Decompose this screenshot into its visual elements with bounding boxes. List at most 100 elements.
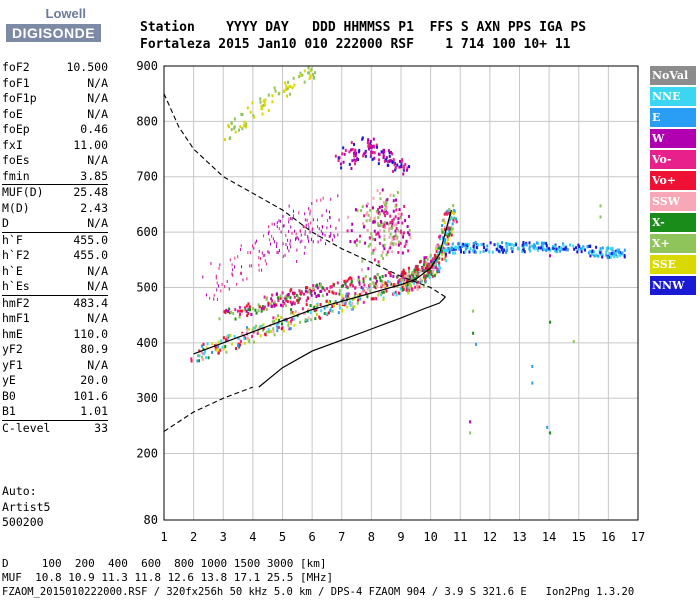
echo-point bbox=[398, 240, 401, 244]
echo-point bbox=[422, 269, 425, 273]
echo-point bbox=[407, 266, 410, 270]
echo-point bbox=[237, 344, 240, 348]
echo-point bbox=[238, 315, 241, 319]
echo-point bbox=[326, 287, 329, 291]
echo-point bbox=[265, 307, 268, 311]
echo-point bbox=[501, 245, 504, 249]
echo-point bbox=[380, 291, 383, 295]
echo-point bbox=[374, 282, 377, 286]
echo-point bbox=[248, 327, 251, 331]
echo-point bbox=[293, 323, 296, 327]
echo-point bbox=[253, 246, 255, 250]
echo-spot bbox=[472, 309, 475, 313]
echo-point bbox=[354, 291, 357, 295]
echo-point bbox=[280, 327, 283, 331]
echo-point bbox=[329, 234, 331, 238]
echo-point bbox=[399, 287, 402, 291]
echo-point bbox=[312, 287, 315, 291]
echo-point bbox=[285, 243, 287, 247]
echo-point bbox=[381, 279, 384, 283]
echo-point bbox=[433, 274, 436, 278]
echo-point bbox=[385, 158, 388, 162]
echo-point bbox=[553, 244, 556, 248]
echo-point bbox=[294, 310, 297, 314]
echo-point bbox=[310, 289, 313, 293]
echo-point bbox=[317, 294, 320, 298]
echo-point bbox=[287, 293, 290, 297]
echo-point bbox=[377, 290, 380, 294]
echo-point bbox=[302, 224, 304, 228]
echo-point bbox=[468, 250, 471, 254]
echo-point bbox=[533, 243, 536, 247]
echo-point bbox=[450, 226, 453, 230]
echo-point bbox=[220, 289, 222, 293]
legend-item: Vo+ bbox=[650, 171, 696, 190]
echo-point bbox=[336, 281, 339, 285]
echo-point bbox=[390, 241, 393, 245]
echo-point bbox=[241, 272, 243, 276]
param-row: M(D) 2.43 bbox=[2, 201, 108, 217]
echo-point bbox=[288, 85, 291, 89]
echo-point bbox=[459, 246, 462, 250]
echo-point bbox=[594, 254, 597, 258]
echo-point bbox=[395, 208, 398, 212]
echo-point bbox=[441, 257, 444, 261]
echo-point bbox=[322, 232, 324, 236]
echo-point bbox=[306, 286, 309, 290]
echo-point bbox=[589, 254, 592, 258]
echo-point bbox=[307, 316, 310, 320]
echo-point bbox=[286, 319, 289, 323]
echo-point bbox=[321, 232, 323, 236]
echo-point bbox=[451, 242, 454, 246]
echo-point bbox=[388, 154, 391, 158]
echo-point bbox=[406, 166, 409, 170]
profile-bottomside-dashed bbox=[163, 386, 254, 432]
echo-point bbox=[297, 300, 300, 304]
echo-point bbox=[401, 158, 404, 162]
param-name: B1 bbox=[2, 404, 16, 418]
echo-point bbox=[391, 161, 394, 165]
echo-point bbox=[383, 234, 386, 238]
echo-point bbox=[474, 250, 477, 254]
echo-point bbox=[217, 345, 220, 349]
echo-point bbox=[271, 100, 274, 104]
echo-point bbox=[315, 304, 318, 308]
echo-point bbox=[418, 285, 421, 289]
echo-point bbox=[419, 269, 422, 273]
echo-point bbox=[392, 242, 395, 246]
echo-point bbox=[238, 312, 241, 316]
param-value: 455.0 bbox=[73, 232, 108, 247]
echo-point bbox=[269, 302, 272, 306]
echo-point bbox=[211, 350, 214, 354]
echo-point bbox=[350, 277, 353, 281]
echo-point bbox=[539, 246, 542, 250]
x-tick-label: 4 bbox=[249, 530, 256, 544]
echo-point bbox=[445, 241, 448, 245]
echo-point bbox=[242, 278, 244, 282]
echo-point bbox=[441, 246, 444, 250]
echo-point bbox=[452, 218, 455, 222]
echo-point bbox=[270, 297, 273, 301]
echo-point bbox=[314, 71, 317, 75]
echo-point bbox=[503, 248, 506, 252]
echo-point bbox=[280, 315, 283, 319]
echo-point bbox=[343, 279, 346, 283]
echo-point bbox=[349, 276, 352, 280]
echo-point bbox=[369, 216, 372, 220]
param-row: h`Es N/A bbox=[2, 279, 108, 295]
param-value: N/A bbox=[87, 153, 108, 167]
echo-point bbox=[415, 272, 418, 276]
echo-point bbox=[272, 327, 275, 331]
param-value: N/A bbox=[87, 106, 108, 121]
echo-point bbox=[522, 248, 525, 252]
echo-point bbox=[525, 241, 528, 245]
echo-point bbox=[315, 312, 318, 316]
echo-point bbox=[426, 257, 429, 261]
param-row: foF1p N/A bbox=[2, 91, 108, 107]
param-name: MUF(D) bbox=[2, 185, 44, 199]
echo-point bbox=[292, 209, 294, 213]
param-name: h`E bbox=[2, 263, 23, 278]
echo-point bbox=[605, 246, 608, 250]
echo-point bbox=[511, 247, 514, 251]
echo-point bbox=[224, 338, 227, 342]
